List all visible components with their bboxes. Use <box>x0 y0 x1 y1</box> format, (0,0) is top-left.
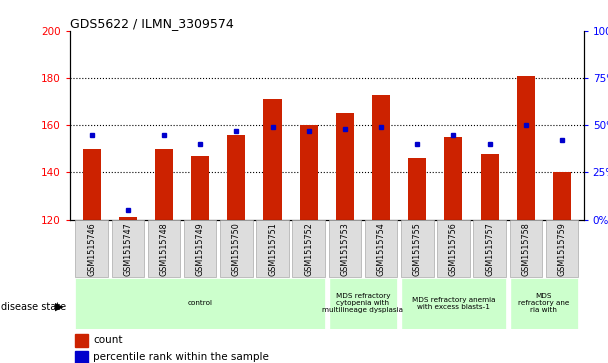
Text: percentile rank within the sample: percentile rank within the sample <box>93 352 269 362</box>
Text: count: count <box>93 335 123 346</box>
FancyBboxPatch shape <box>474 220 506 277</box>
Text: ▶: ▶ <box>55 302 64 312</box>
FancyBboxPatch shape <box>328 220 361 277</box>
FancyBboxPatch shape <box>148 220 180 277</box>
Bar <box>75 351 88 363</box>
Bar <box>75 334 88 347</box>
Text: GSM1515753: GSM1515753 <box>340 223 350 276</box>
Text: GSM1515759: GSM1515759 <box>558 223 567 276</box>
Text: MDS refractory anemia
with excess blasts-1: MDS refractory anemia with excess blasts… <box>412 297 495 310</box>
Bar <box>119 217 137 220</box>
Text: GSM1515749: GSM1515749 <box>196 223 205 276</box>
Text: GSM1515755: GSM1515755 <box>413 223 422 276</box>
Text: GSM1515747: GSM1515747 <box>123 223 133 276</box>
FancyBboxPatch shape <box>510 220 542 277</box>
FancyBboxPatch shape <box>75 278 325 329</box>
Text: GSM1515756: GSM1515756 <box>449 223 458 276</box>
FancyBboxPatch shape <box>365 220 398 277</box>
FancyBboxPatch shape <box>328 278 398 329</box>
Bar <box>480 154 499 220</box>
Bar <box>517 76 535 220</box>
Text: control: control <box>188 300 213 306</box>
Bar <box>444 137 463 220</box>
Text: GSM1515754: GSM1515754 <box>376 223 385 276</box>
Bar <box>227 135 246 220</box>
Bar <box>372 94 390 220</box>
FancyBboxPatch shape <box>256 220 289 277</box>
FancyBboxPatch shape <box>184 220 216 277</box>
Bar <box>336 113 354 220</box>
FancyBboxPatch shape <box>510 278 578 329</box>
Bar <box>191 156 209 220</box>
Text: GSM1515757: GSM1515757 <box>485 223 494 276</box>
Text: GSM1515746: GSM1515746 <box>87 223 96 276</box>
FancyBboxPatch shape <box>292 220 325 277</box>
Text: MDS
refractory ane
ria with: MDS refractory ane ria with <box>518 293 570 313</box>
Text: GSM1515751: GSM1515751 <box>268 223 277 276</box>
Bar <box>553 172 571 220</box>
FancyBboxPatch shape <box>401 278 506 329</box>
Text: GDS5622 / ILMN_3309574: GDS5622 / ILMN_3309574 <box>70 17 233 30</box>
FancyBboxPatch shape <box>75 220 108 277</box>
FancyBboxPatch shape <box>111 220 144 277</box>
FancyBboxPatch shape <box>546 220 578 277</box>
Text: GSM1515750: GSM1515750 <box>232 223 241 276</box>
Bar <box>408 158 426 220</box>
Text: MDS refractory
cytopenia with
multilineage dysplasia: MDS refractory cytopenia with multilinea… <box>322 293 404 313</box>
Text: disease state: disease state <box>1 302 66 312</box>
Text: GSM1515758: GSM1515758 <box>521 223 530 276</box>
Text: GSM1515752: GSM1515752 <box>304 223 313 276</box>
FancyBboxPatch shape <box>220 220 253 277</box>
FancyBboxPatch shape <box>401 220 434 277</box>
Bar <box>263 99 282 220</box>
Bar <box>300 125 318 220</box>
FancyBboxPatch shape <box>437 220 470 277</box>
Bar <box>83 149 101 220</box>
Text: GSM1515748: GSM1515748 <box>159 223 168 276</box>
Bar <box>155 149 173 220</box>
